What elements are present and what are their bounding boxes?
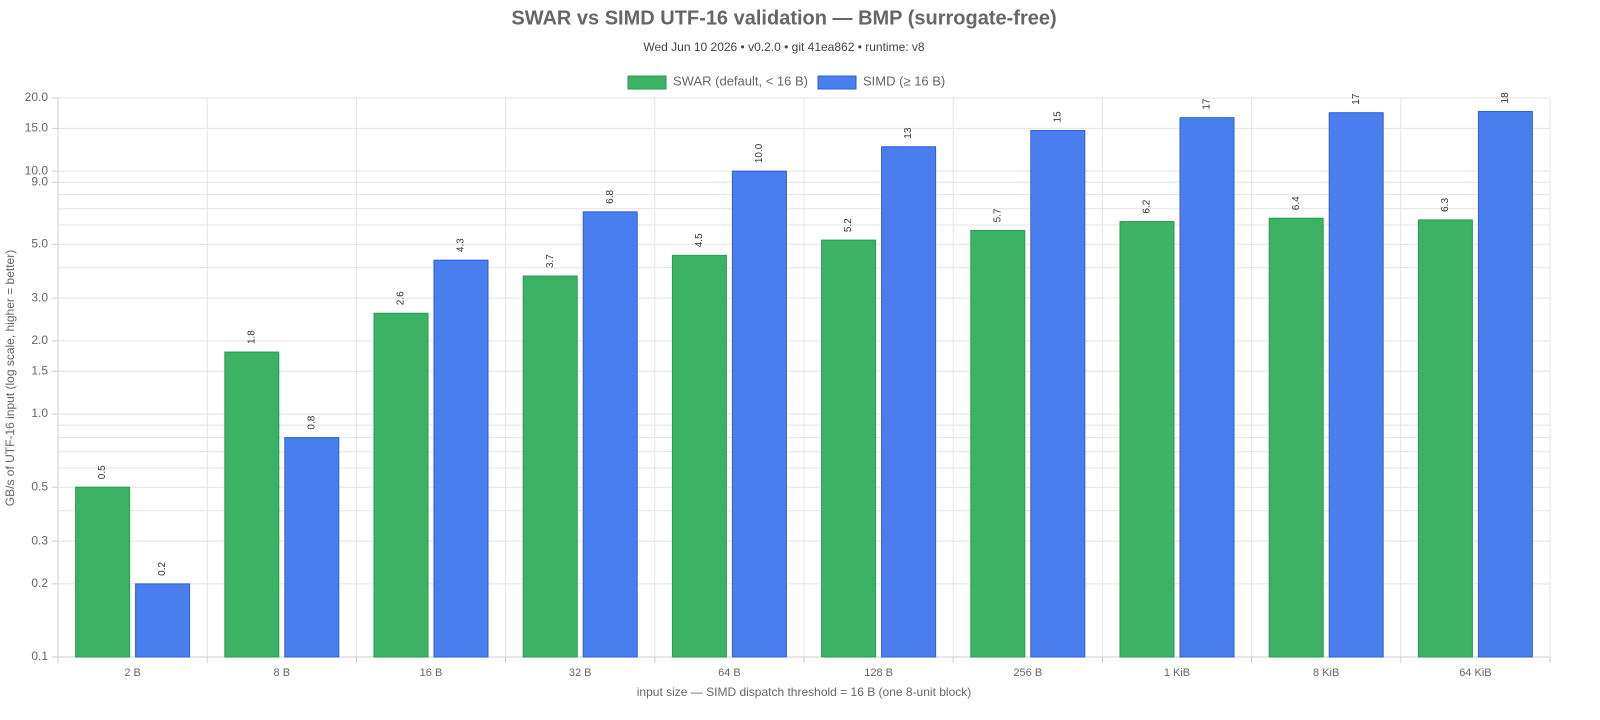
value-label: 3.7	[545, 254, 556, 268]
bar	[224, 351, 280, 658]
bar	[582, 211, 638, 658]
bar	[522, 275, 578, 658]
y-tick-label: 0.3	[31, 533, 48, 547]
y-tick-label: 0.5	[31, 479, 48, 493]
x-tick-label: 8 KiB	[1313, 667, 1339, 679]
value-label: 15	[1052, 111, 1063, 123]
value-label: 17	[1202, 98, 1213, 110]
x-tick-label: 64 B	[718, 667, 741, 679]
y-tick-label: 3.0	[31, 290, 48, 304]
x-tick-label: 128 B	[864, 667, 893, 679]
value-label: 0.8	[306, 415, 317, 429]
y-tick-label: 1.5	[31, 363, 48, 377]
bar	[881, 146, 937, 658]
legend-swatch	[817, 75, 857, 90]
bar	[1030, 129, 1086, 658]
bar	[284, 437, 340, 658]
value-label: 2.6	[396, 291, 407, 305]
value-label: 6.8	[605, 189, 616, 203]
value-label: 4.3	[456, 238, 467, 252]
value-label: 10.0	[754, 143, 765, 163]
value-label: 6.4	[1291, 196, 1302, 210]
legend-label: SIMD (≥ 16 B)	[863, 73, 945, 88]
x-tick-label: 1 KiB	[1164, 667, 1190, 679]
x-tick-label: 16 B	[420, 667, 443, 679]
bar	[75, 486, 131, 658]
x-tick-label: 8 B	[274, 667, 291, 679]
y-tick-label: 15.0	[25, 121, 49, 135]
y-tick-label: 0.1	[31, 649, 48, 663]
y-tick-label: 9.0	[31, 174, 48, 188]
value-label: 1.8	[246, 330, 257, 344]
value-label: 0.2	[157, 562, 168, 576]
x-tick-label: 32 B	[569, 667, 592, 679]
value-label: 6.2	[1142, 199, 1153, 213]
y-tick-label: 2.0	[31, 333, 48, 347]
x-tick-label: 2 B	[124, 667, 141, 679]
y-tick-label: 20.0	[25, 90, 49, 104]
legend-swatch	[627, 75, 667, 90]
bar	[1119, 221, 1175, 658]
x-axis-title: input size — SIMD dispatch threshold = 1…	[637, 685, 972, 699]
x-tick-label: 256 B	[1013, 667, 1042, 679]
bar	[671, 254, 727, 658]
chart-title: SWAR vs SIMD UTF-16 validation — BMP (su…	[511, 7, 1056, 29]
value-label: 4.5	[694, 233, 705, 247]
value-label: 0.5	[97, 465, 108, 479]
y-axis-title: GB/s of UTF-16 input (log scale, higher …	[3, 250, 17, 506]
value-label: 17	[1351, 93, 1362, 105]
chart-subtitle: Wed Jun 10 2026 • v0.2.0 • git 41ea862 •…	[643, 40, 925, 54]
y-tick-label: 10.0	[25, 163, 49, 177]
bar	[821, 239, 877, 658]
y-tick-label: 5.0	[31, 236, 48, 250]
bar	[731, 170, 787, 658]
bar	[1268, 217, 1324, 658]
legend-label: SWAR (default, < 16 B)	[673, 73, 808, 88]
value-label: 18	[1500, 92, 1511, 104]
bar	[1477, 110, 1533, 658]
bar	[1417, 219, 1473, 658]
bar	[1179, 117, 1235, 658]
value-label: 13	[903, 127, 914, 139]
bar	[433, 259, 489, 658]
y-tick-label: 1.0	[31, 406, 48, 420]
y-tick-label: 0.2	[31, 576, 48, 590]
bar	[135, 583, 191, 658]
bar	[970, 229, 1026, 658]
value-label: 6.3	[1440, 198, 1451, 212]
value-label: 5.7	[992, 208, 1003, 222]
bar	[1328, 112, 1384, 658]
bar	[373, 312, 429, 658]
value-label: 5.2	[843, 218, 854, 232]
x-tick-label: 64 KiB	[1459, 667, 1491, 679]
